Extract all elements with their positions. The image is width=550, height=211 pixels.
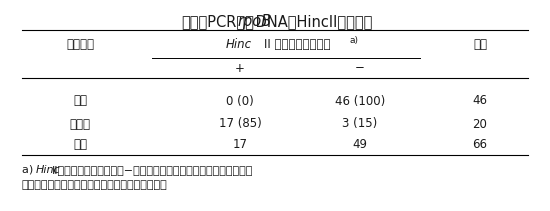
Text: 20: 20 [472, 118, 487, 130]
Text: a): a) [22, 165, 37, 175]
Text: 分離宿主: 分離宿主 [66, 38, 94, 50]
Text: 66: 66 [472, 138, 487, 150]
Text: +: + [235, 61, 245, 74]
Text: ヒツジ: ヒツジ [69, 118, 91, 130]
Text: 46: 46 [472, 95, 487, 107]
Text: a): a) [350, 35, 359, 45]
Text: 0 (0): 0 (0) [226, 95, 254, 107]
Text: 合計: 合計 [73, 138, 87, 150]
Text: Hinc: Hinc [226, 38, 252, 50]
Text: II による切断の有無: II による切断の有無 [264, 38, 330, 50]
Text: 宿主ごとの供試菌株に対するパーセントを示す。: 宿主ごとの供試菌株に対するパーセントを示す。 [22, 180, 168, 190]
Text: II切断反応；＋，有り；−，無し。括弧内の数字はそれぞれの分離: II切断反応；＋，有り；−，無し。括弧内の数字はそれぞれの分離 [52, 165, 254, 175]
Text: 49: 49 [353, 138, 367, 150]
Text: −: − [355, 61, 365, 74]
Text: 合計: 合計 [473, 38, 487, 50]
Text: rpoB: rpoB [238, 14, 272, 29]
Text: 3 (15): 3 (15) [342, 118, 378, 130]
Text: ウシ: ウシ [73, 95, 87, 107]
Text: Hinc: Hinc [36, 165, 60, 175]
Text: 表１　PCR増幅: 表１ PCR増幅 [182, 14, 255, 29]
Text: 17 (85): 17 (85) [219, 118, 261, 130]
Text: 17: 17 [233, 138, 248, 150]
Text: 46 (100): 46 (100) [335, 95, 385, 107]
Text: DNAのHincII切断反応: DNAのHincII切断反応 [251, 14, 373, 29]
